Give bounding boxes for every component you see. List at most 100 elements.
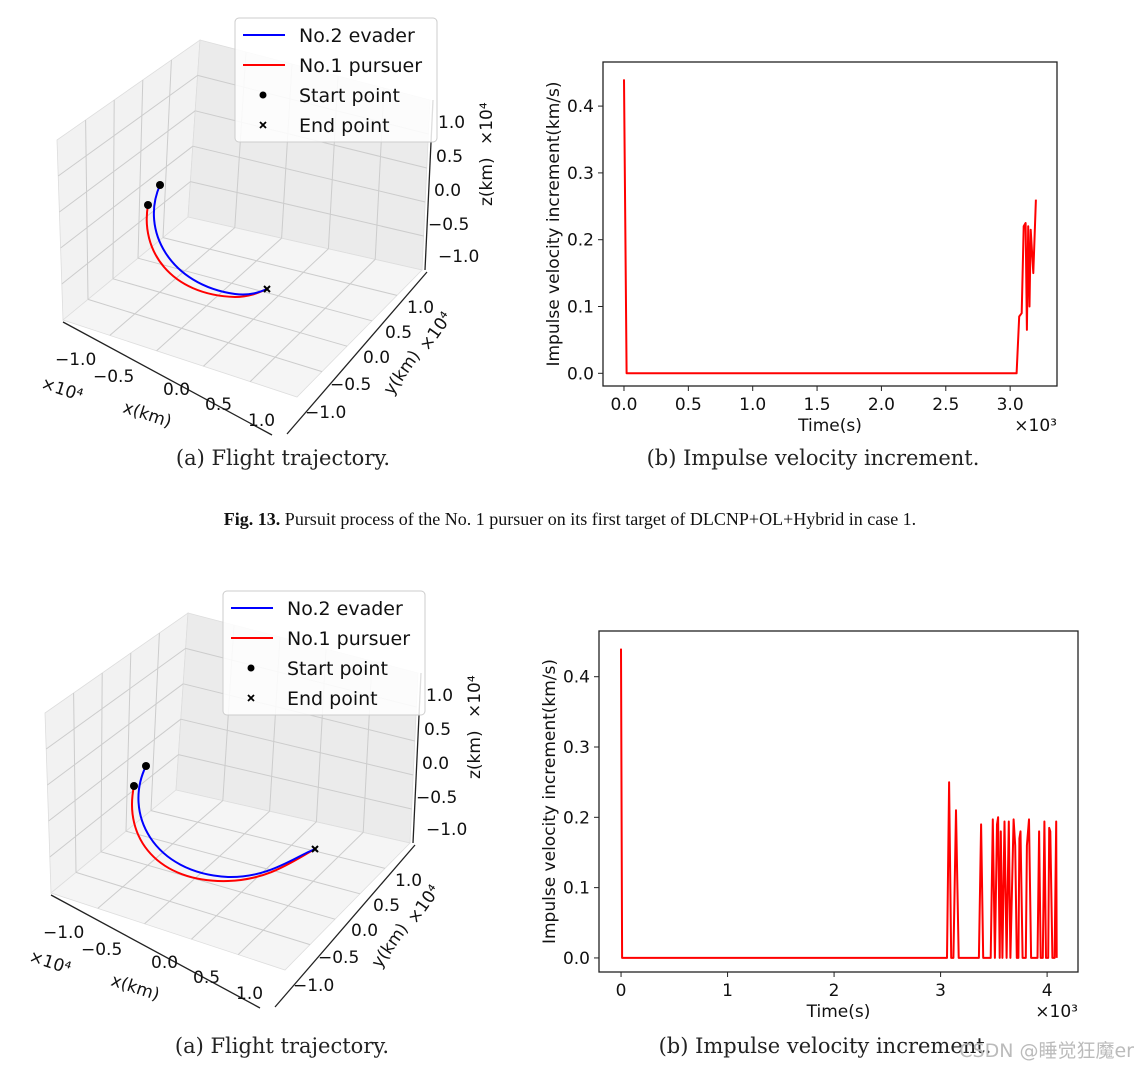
legend-end-marker: [247, 694, 255, 702]
x-tick-label: 0.0: [610, 395, 637, 415]
evader-trajectory: [137, 765, 316, 879]
x-tick-label: 1.0: [248, 411, 275, 431]
x-tick-label: 1.5: [804, 395, 831, 415]
x-axis-line: [62, 321, 273, 436]
grid-line: [87, 298, 323, 373]
grid-line: [162, 237, 398, 296]
legend-end-marker: [259, 121, 267, 129]
x-tick-label: 2.5: [932, 395, 959, 415]
y-tick-label: 0.0: [567, 364, 594, 384]
start-point-marker: [156, 181, 164, 189]
legend-start-marker: [259, 91, 267, 99]
legend-label: No.1 pursuer: [299, 55, 422, 77]
start-point-marker: [142, 762, 150, 770]
y-tick-label: 0.0: [351, 921, 378, 941]
legend-label: Start point: [287, 658, 388, 680]
grid-line: [125, 830, 361, 895]
y-tick-label: 1.0: [395, 871, 422, 891]
grid-line: [150, 632, 160, 811]
grid-line: [100, 672, 103, 852]
x-tick-label: 1.0: [236, 984, 263, 1004]
grid-line: [156, 237, 282, 352]
y-axis-label: Impulse velocity increment(km/s): [540, 659, 560, 944]
x-tick-label: 1: [722, 981, 733, 1001]
grid-line: [112, 278, 348, 347]
x-tick-label: −1.0: [55, 350, 96, 370]
impulse-chart-3: 0 1 2 3 4 0.0 0.1 0.2 0.3 0.4 Time(s) ×10³ Impulse v…: [540, 630, 1079, 1022]
grid-line: [49, 754, 179, 858]
x-offset-label: ×10⁴: [38, 374, 85, 406]
grid-line: [180, 718, 414, 776]
y-tick-label: 0.2: [567, 231, 594, 251]
z-tick-label: −0.5: [416, 788, 457, 808]
x-axis-label: Time(s): [806, 1002, 871, 1022]
legend-label: No.2 evader: [287, 598, 403, 620]
x-tick-label: 0.5: [205, 395, 232, 415]
y-tick-label: 0.3: [563, 738, 590, 758]
x-axis-line: [50, 894, 261, 1009]
grid-line: [100, 851, 336, 920]
start-point-marker: [144, 201, 152, 209]
x-offset-label: ×10³: [1035, 1002, 1078, 1022]
grid-line: [57, 74, 198, 177]
grid-line: [59, 110, 196, 213]
grid-line: [60, 145, 194, 249]
y-tick-label: 0.1: [563, 879, 590, 899]
grid-line: [178, 754, 412, 810]
z-tick-label: 0.0: [422, 754, 449, 774]
z-tick-label: −1.0: [438, 247, 479, 267]
y-tick-label: 1.0: [407, 298, 434, 318]
legend-label: End point: [299, 115, 390, 137]
x-tick-label: 3.0: [997, 395, 1024, 415]
trajectory-3d-plot-0: −1.0−0.50.00.51.0 −1.0−0.50.00.51.0−1.0−0…: [38, 17, 497, 436]
y-axis-line: [274, 844, 416, 1008]
x-axis-label: x(km): [120, 398, 173, 432]
x-tick-label: 1.0: [739, 395, 766, 415]
y-tick-label: 0.3: [567, 164, 594, 184]
grid-line: [150, 810, 386, 869]
grid-line: [109, 227, 236, 336]
grid-line: [237, 832, 364, 955]
grid-line: [162, 59, 172, 238]
x-offset-label: ×10³: [1014, 416, 1057, 436]
z-tick-label: −0.5: [428, 215, 469, 235]
end-point-marker: [263, 285, 271, 293]
grid-line: [192, 145, 426, 203]
start-point-marker: [130, 782, 138, 790]
x-tick-label: 2.0: [868, 395, 895, 415]
z-tick-label: 1.0: [426, 686, 453, 706]
x-axis-label: x(km): [108, 971, 161, 1005]
y-tick-label: 0.4: [567, 97, 594, 117]
y-tick-label: −1.0: [305, 403, 346, 423]
grid-line: [125, 652, 132, 832]
pursuer-trajectory: [131, 785, 316, 883]
y-tick-label: 0.5: [385, 323, 412, 343]
figure-caption: Fig. 13. Pursuit process of the No. 1 pu…: [224, 509, 916, 530]
z-tick-label: 0.5: [424, 720, 451, 740]
grid-line: [73, 692, 77, 873]
impulse-series-line: [620, 648, 1058, 959]
grid-line: [61, 181, 191, 285]
y-tick-label: 0.0: [363, 348, 390, 368]
legend-start-marker: [247, 664, 255, 672]
grid-line: [75, 871, 311, 946]
z-tick-label: 0.5: [436, 147, 463, 167]
x-tick-label: 0.5: [675, 395, 702, 415]
grid-line: [137, 257, 373, 322]
grid-line: [112, 99, 115, 279]
legend: No.2 evader No.1 pursuer Start point End po…: [234, 17, 438, 143]
x-tick-label: −1.0: [43, 923, 84, 943]
x-tick-label: 0: [616, 981, 627, 1001]
x-axis-label: Time(s): [797, 416, 862, 436]
x-tick-label: 2: [829, 981, 840, 1001]
z-tick-label: 1.0: [438, 113, 465, 133]
x-tick-label: −0.5: [81, 940, 122, 960]
z-offset-label: ×10⁴: [477, 102, 497, 145]
evader-trajectory: [152, 184, 268, 296]
x-tick-label: 0.0: [151, 953, 178, 973]
grid-line: [85, 119, 89, 300]
grid-line: [97, 800, 224, 909]
figure-caption-text: Pursuit process of the No. 1 pursuer on …: [284, 509, 917, 529]
legend-label: Start point: [299, 85, 400, 107]
z-tick-label: 0.0: [434, 181, 461, 201]
